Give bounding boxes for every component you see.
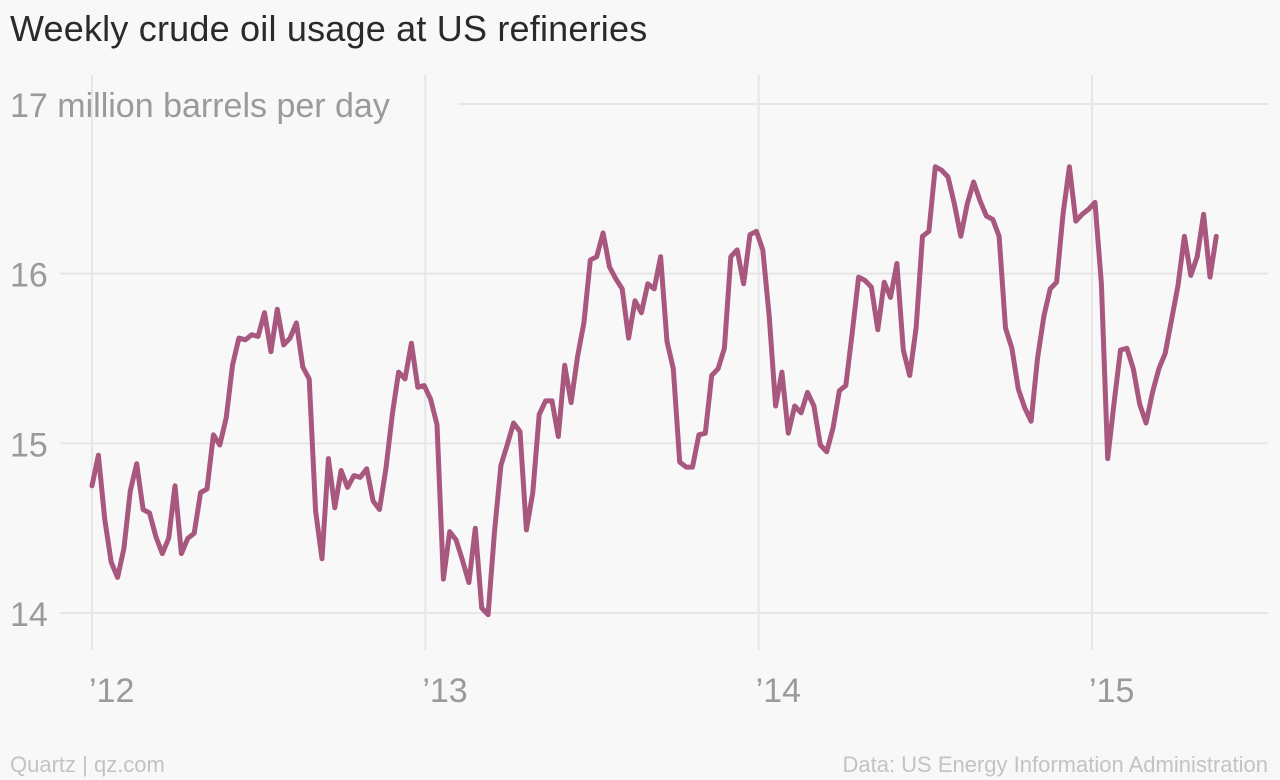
y-axis-tick-labels: 17 million barrels per day 16 15 14	[10, 87, 390, 634]
chart-title: Weekly crude oil usage at US refineries	[10, 8, 648, 49]
y-tick-label: 17 million barrels per day	[10, 87, 390, 125]
footer-data-source: Data: US Energy Information Administrati…	[842, 752, 1268, 777]
series-group	[89, 164, 1219, 618]
series-line	[89, 164, 1219, 618]
y-tick-label: 16	[10, 257, 48, 295]
vertical-gridlines	[91, 75, 1093, 650]
x-tick-label: ’14	[756, 672, 801, 710]
y-tick-label: 14	[10, 596, 48, 634]
x-axis-tick-labels: ’12 ’13 ’14 ’15	[89, 672, 1134, 710]
horizontal-gridlines	[60, 103, 1268, 614]
x-tick-label: ’15	[1089, 672, 1134, 710]
y-tick-label: 15	[10, 426, 48, 464]
footer-credit: Quartz | qz.com	[10, 752, 165, 777]
x-tick-label: ’13	[422, 672, 467, 710]
x-tick-label: ’12	[89, 672, 134, 710]
